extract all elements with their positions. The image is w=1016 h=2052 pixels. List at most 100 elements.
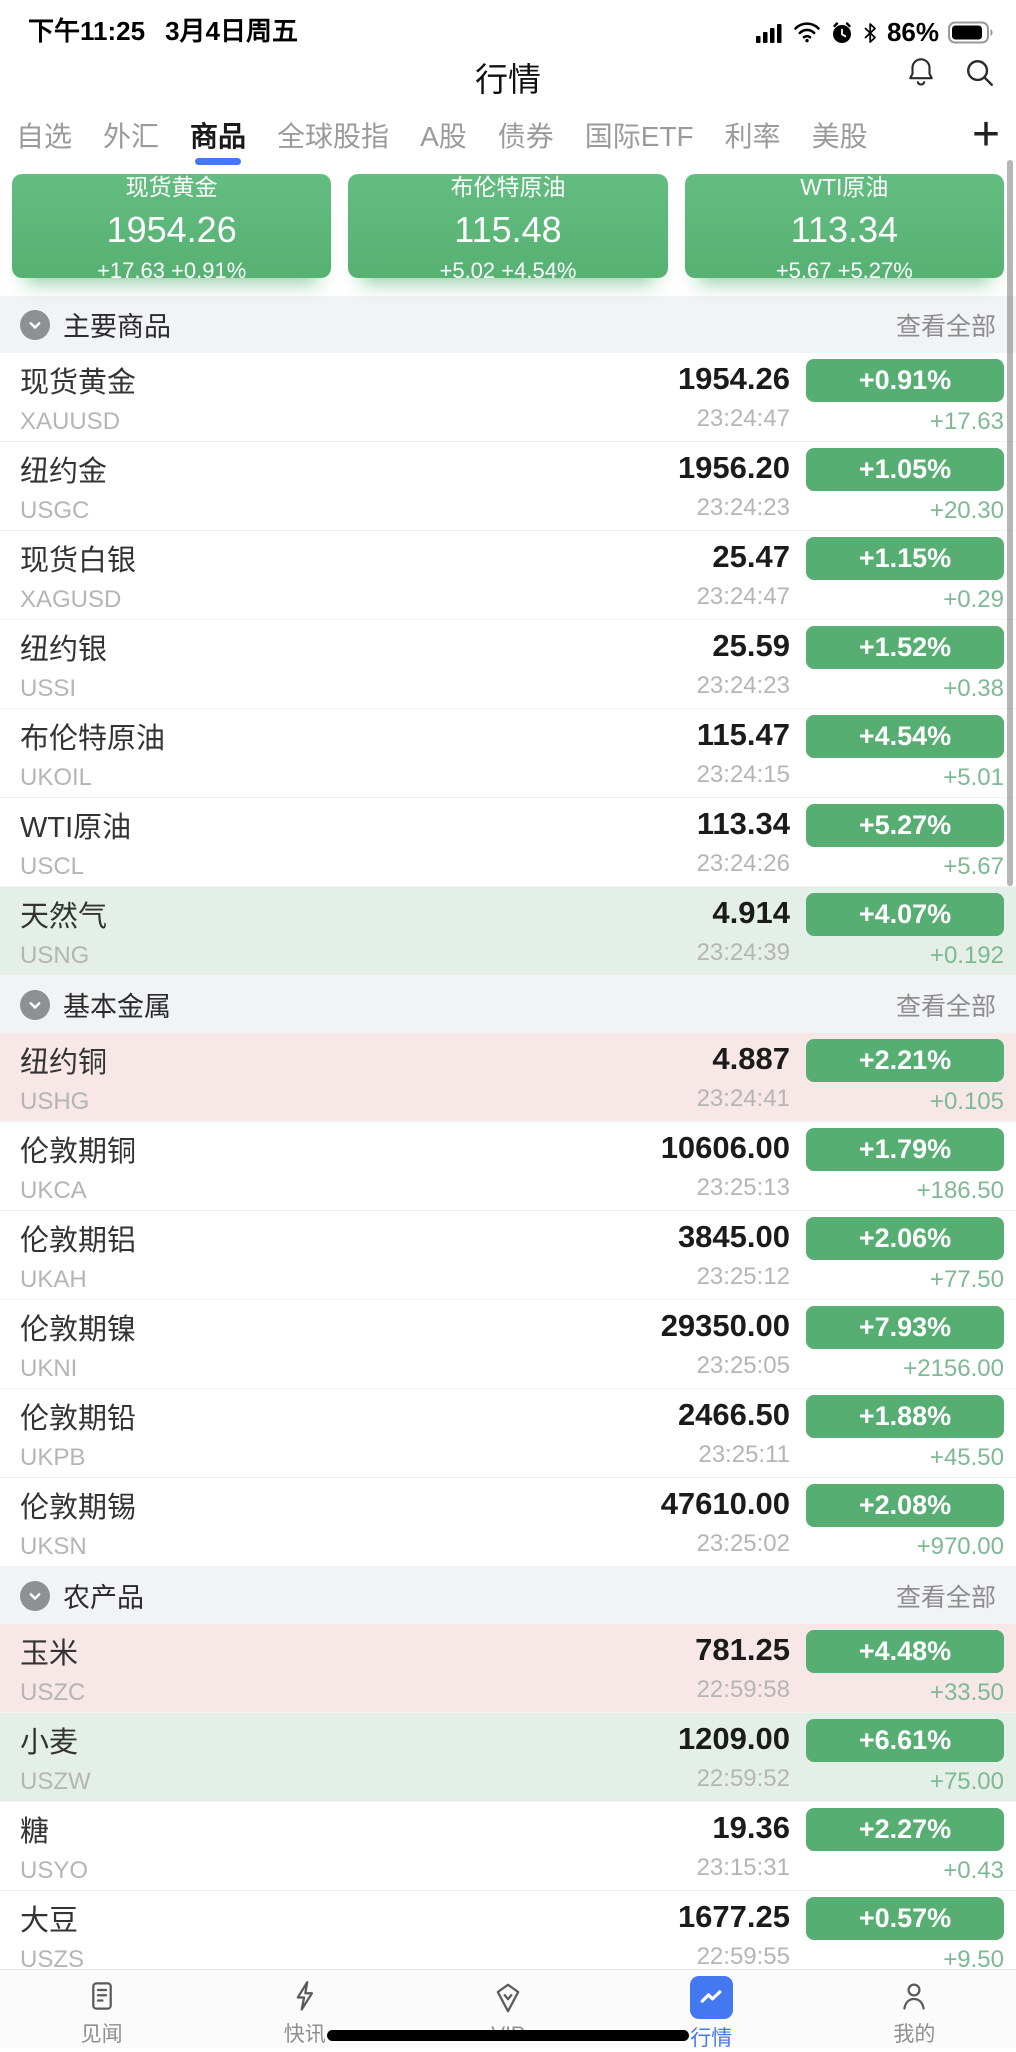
percent-change-pill[interactable]: +2.06% (806, 1216, 1004, 1260)
instrument-symbol: USNG (20, 941, 90, 969)
quote-row[interactable]: 布伦特原油 UKOIL 115.47 23:24:15 +4.54% +5.01 (0, 709, 1016, 798)
quote-row[interactable]: WTI原油 USCL 113.34 23:24:26 +5.27% +5.67 (0, 798, 1016, 887)
quote-row-mid: 113.34 23:24:26 (697, 806, 806, 878)
quote-row-right: +4.54% +5.01 (806, 714, 1004, 792)
quote-row[interactable]: 大豆 USZS 1677.25 22:59:55 +0.57% +9.50 (0, 1891, 1016, 1980)
bell-icon[interactable] (904, 54, 938, 95)
percent-change-pill[interactable]: +4.48% (806, 1629, 1004, 1673)
profile-icon (892, 1976, 936, 2015)
percent-change-pill[interactable]: +4.07% (806, 892, 1004, 936)
quote-time: 23:25:13 (696, 1174, 790, 1201)
instrument-name: 伦敦期铝 (20, 1224, 137, 1257)
chevron-down-icon[interactable] (20, 989, 50, 1020)
percent-change-pill[interactable]: +6.61% (806, 1718, 1004, 1762)
quote-row[interactable]: 天然气 USNG 4.914 23:24:39 +4.07% +0.192 (0, 887, 1016, 976)
tabbar-item-flash[interactable]: 快讯 (203, 1970, 406, 2048)
view-all-link[interactable]: 查看全部 (895, 1583, 996, 1612)
percent-change-pill[interactable]: +2.21% (806, 1038, 1004, 1082)
quote-row-left: 小麦 USZW (20, 1719, 91, 1796)
chevron-down-icon[interactable] (20, 309, 50, 340)
percent-change-pill[interactable]: +2.08% (806, 1483, 1004, 1527)
instrument-price: 19.36 (712, 1810, 790, 1845)
quote-row-mid: 1954.26 23:24:47 (678, 361, 806, 433)
status-left: 下午11:25 3月4日周五 (28, 11, 298, 48)
tabbar-item-profile[interactable]: 我的 (813, 1970, 1016, 2048)
category-tab-0[interactable]: 自选 (16, 115, 72, 155)
percent-change-pill[interactable]: +4.54% (806, 714, 1004, 758)
percent-change-pill[interactable]: +5.27% (806, 803, 1004, 847)
instrument-symbol: USHG (20, 1087, 90, 1115)
quote-row-left: 伦敦期铜 UKCA (20, 1128, 136, 1205)
instrument-name: 纽约银 (20, 633, 108, 666)
absolute-change: +77.50 (929, 1265, 1004, 1293)
percent-change-pill[interactable]: +1.05% (806, 447, 1004, 491)
quote-card-brent-oil[interactable]: 布伦特原油 115.48 +5.02 +4.54% (348, 174, 668, 283)
quote-row[interactable]: 小麦 USZW 1209.00 22:59:52 +6.61% +75.00 (0, 1713, 1016, 1802)
view-all-link[interactable]: 查看全部 (895, 312, 996, 341)
percent-change-pill[interactable]: +1.79% (806, 1127, 1004, 1171)
category-tab-2[interactable]: 商品 (190, 115, 246, 155)
percent-change-pill[interactable]: +0.57% (806, 1896, 1004, 1940)
category-tab-4[interactable]: A股 (420, 115, 467, 155)
quote-row[interactable]: 伦敦期铝 UKAH 3845.00 23:25:12 +2.06% +77.50 (0, 1211, 1016, 1300)
category-tab-label: 全球股指 (277, 121, 390, 152)
category-tab-1[interactable]: 外汇 (103, 115, 159, 155)
tabbar-item-news[interactable]: 见闻 (0, 1970, 203, 2048)
category-tab-6[interactable]: 国际ETF (585, 115, 694, 155)
category-tab-8[interactable]: 美股 (812, 115, 868, 155)
quote-row[interactable]: 现货黄金 XAUUSD 1954.26 23:24:47 +0.91% +17.… (0, 353, 1016, 442)
quote-row[interactable]: 玉米 USZC 781.25 22:59:58 +4.48% +33.50 (0, 1624, 1016, 1713)
card-name: 现货黄金 (125, 174, 218, 200)
percent-change-pill[interactable]: +1.88% (806, 1394, 1004, 1438)
instrument-name: 糖 (20, 1815, 50, 1848)
percent-change-pill[interactable]: +1.52% (806, 625, 1004, 669)
percent-change-pill[interactable]: +2.27% (806, 1807, 1004, 1851)
instrument-name: 伦敦期锡 (20, 1491, 137, 1524)
quote-time: 22:59:52 (696, 1765, 790, 1792)
quote-row[interactable]: 伦敦期铜 UKCA 10606.00 23:25:13 +1.79% +186.… (0, 1122, 1016, 1211)
category-tab-label: 利率 (724, 121, 781, 152)
instrument-price: 781.25 (695, 1632, 790, 1667)
quote-row-mid: 4.914 23:24:39 (697, 895, 806, 967)
quote-row-mid: 1956.20 23:24:23 (678, 450, 806, 522)
absolute-change: +5.01 (943, 763, 1004, 791)
quote-row-mid: 1209.00 22:59:52 (678, 1721, 806, 1793)
home-indicator[interactable] (327, 2030, 689, 2041)
quote-row[interactable]: 纽约银 USSI 25.59 23:24:23 +1.52% +0.38 (0, 620, 1016, 709)
search-icon[interactable] (962, 54, 996, 95)
instrument-price: 29350.00 (660, 1308, 790, 1343)
category-tab-5[interactable]: 债券 (498, 115, 554, 155)
category-tab-7[interactable]: 利率 (725, 115, 781, 155)
instrument-symbol: USSI (20, 674, 77, 702)
add-category-button[interactable]: + (971, 108, 1000, 162)
quote-row[interactable]: 纽约金 USGC 1956.20 23:24:23 +1.05% +20.30 (0, 442, 1016, 531)
quote-row[interactable]: 伦敦期镍 UKNI 29350.00 23:25:05 +7.93% +2156… (0, 1300, 1016, 1389)
tabbar-item-quotes[interactable]: 行情 (610, 1970, 813, 2050)
percent-change-pill[interactable]: +7.93% (806, 1305, 1004, 1349)
quote-row[interactable]: 纽约铜 USHG 4.887 23:24:41 +2.21% +0.105 (0, 1033, 1016, 1122)
instrument-price: 1954.26 (677, 361, 790, 396)
view-all-link[interactable]: 查看全部 (895, 992, 996, 1021)
quote-row-right: +1.15% +0.29 (806, 536, 1004, 614)
quote-row-left: 纽约银 USSI (20, 626, 107, 703)
quote-row-right: +4.07% +0.192 (806, 892, 1004, 970)
instrument-price: 115.47 (696, 717, 790, 752)
quote-row-left: 天然气 USNG (20, 893, 107, 970)
quote-row-left: 现货黄金 XAUUSD (20, 359, 136, 436)
quote-row-mid: 3845.00 23:25:12 (678, 1219, 806, 1291)
scrollbar-thumb[interactable] (1007, 160, 1013, 886)
battery-percent: 86% (886, 17, 939, 47)
instrument-symbol: USYO (20, 1856, 89, 1884)
quote-row[interactable]: 糖 USYO 19.36 23:15:31 +2.27% +0.43 (0, 1802, 1016, 1891)
percent-change-pill[interactable]: +1.15% (806, 536, 1004, 580)
quote-row[interactable]: 现货白银 XAGUSD 25.47 23:24:47 +1.15% +0.29 (0, 531, 1016, 620)
quote-row[interactable]: 伦敦期铅 UKPB 2466.50 23:25:11 +1.88% +45.50 (0, 1389, 1016, 1478)
chevron-down-icon[interactable] (20, 1580, 50, 1611)
instrument-name: WTI原油 (20, 811, 132, 844)
quote-time: 23:24:26 (696, 850, 790, 877)
quote-card-spot-gold[interactable]: 现货黄金 1954.26 +17.63 +0.91% (12, 174, 332, 283)
quote-row[interactable]: 伦敦期锡 UKSN 47610.00 23:25:02 +2.08% +970.… (0, 1478, 1016, 1567)
quote-card-wti-oil[interactable]: WTI原油 113.34 +5.67 +5.27% (684, 174, 1004, 283)
category-tab-3[interactable]: 全球股指 (277, 115, 389, 155)
percent-change-pill[interactable]: +0.91% (806, 358, 1004, 402)
